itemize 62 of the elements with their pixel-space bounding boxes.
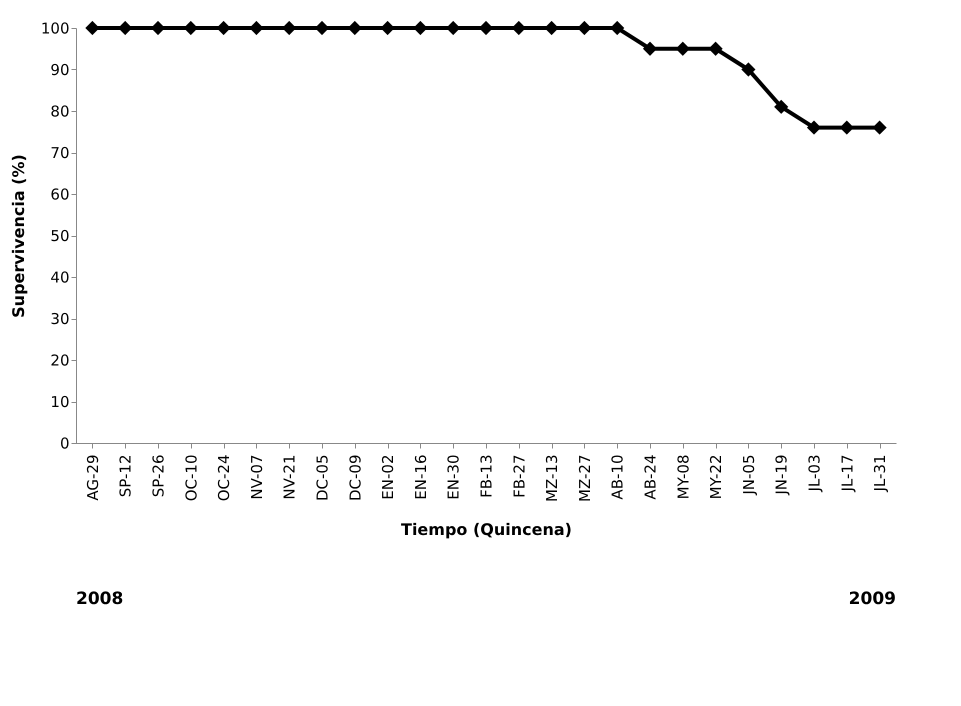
point	[774, 100, 788, 114]
point	[806, 120, 822, 135]
point	[708, 42, 723, 56]
x-tick-label: JL-03	[806, 454, 824, 493]
y-tick-label: 10	[50, 393, 70, 411]
y-tick-label: 70	[50, 144, 70, 162]
x-axis-title: Tiempo (Quincena)	[401, 520, 572, 539]
y-tick-label: 0	[60, 434, 70, 452]
point	[642, 42, 658, 56]
x-tick-label: AB-24	[642, 454, 660, 500]
x-tick-label: NV-21	[280, 454, 299, 500]
point	[348, 20, 362, 36]
x-tick-label: OC-10	[182, 454, 200, 502]
point	[544, 20, 559, 36]
x-tick-label: NV-07	[248, 454, 266, 500]
point	[184, 20, 198, 36]
x-tick-label: SP-26	[150, 454, 168, 498]
point	[676, 42, 690, 56]
point	[282, 20, 296, 36]
text: 2009	[848, 589, 896, 609]
x-tick-label: EN-16	[412, 454, 430, 500]
y-tick-label: 20	[50, 352, 70, 370]
point	[872, 120, 887, 135]
x-tick-label: EN-30	[444, 454, 463, 500]
x-tick-label: FB-27	[510, 454, 528, 498]
x-tick-label: MZ-13	[543, 454, 562, 502]
x-tick-label: AG-29	[84, 454, 102, 501]
y-tick-label: 40	[50, 268, 70, 286]
text: 2008	[76, 589, 124, 609]
x-tick-label: MY-22	[707, 454, 726, 500]
point	[512, 20, 526, 36]
point	[446, 20, 460, 36]
point	[85, 20, 100, 36]
y-tick-label: 60	[50, 186, 70, 204]
y-axis-title: Supervivencia (%)	[8, 154, 28, 318]
x-tick-label: SP-12	[116, 454, 135, 498]
point	[577, 20, 592, 36]
y-tick-label: 30	[50, 310, 70, 328]
point	[741, 62, 756, 77]
x-tick-label: JL-31	[871, 454, 890, 493]
x-tick-label: OC-24	[215, 454, 234, 502]
y-tick-label: 50	[50, 227, 70, 245]
y-tick-label: 100	[40, 20, 70, 38]
x-tick-label: DC-09	[346, 454, 364, 502]
y-tick-label: 80	[50, 102, 70, 120]
x-tick-label: JL-17	[838, 454, 856, 493]
point	[118, 20, 132, 36]
point	[216, 20, 231, 36]
point	[413, 20, 428, 36]
x-tick-label: JN-19	[772, 454, 791, 496]
x-tick-label: AB-10	[608, 454, 627, 500]
point	[610, 20, 624, 36]
x-tick-label: DC-05	[314, 454, 332, 502]
x-tick-label: MZ-27	[576, 454, 594, 502]
point	[380, 20, 395, 36]
x-tick-label: FB-13	[478, 454, 496, 498]
x-tick-label: EN-02	[379, 454, 398, 500]
point	[840, 120, 854, 135]
point	[249, 20, 264, 36]
y-tick-label: 90	[50, 61, 70, 79]
x-tick-label: JN-05	[740, 454, 758, 496]
x-tick-label: MY-08	[674, 454, 692, 500]
